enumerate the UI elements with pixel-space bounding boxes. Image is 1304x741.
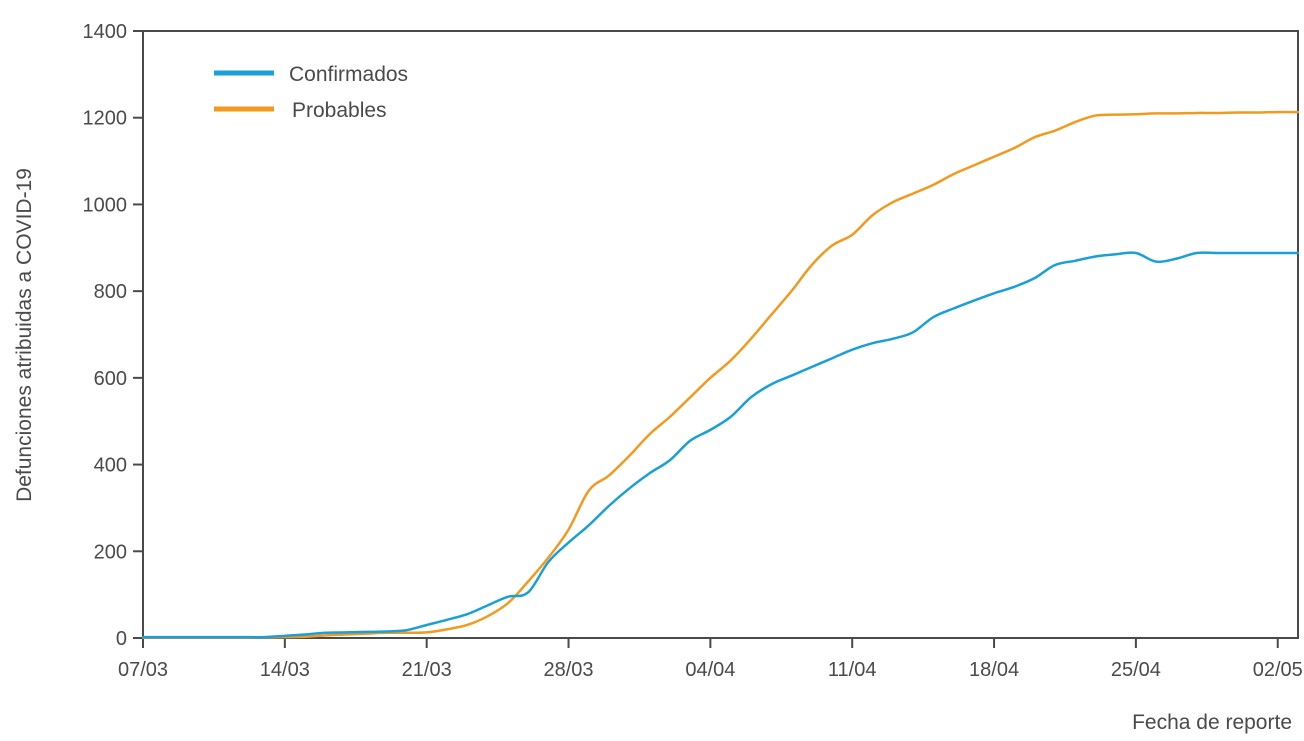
x-tick-label: 07/03	[118, 659, 168, 681]
x-tick-label: 28/03	[543, 659, 593, 681]
y-tick-label: 0	[116, 628, 127, 650]
x-axis-ticks: 07/03 14/03 21/03 28/03 04/04 11/04 18/04 25/04…	[118, 638, 1303, 681]
y-tick-label: 1200	[83, 108, 128, 130]
x-tick-label: 14/03	[260, 659, 310, 681]
x-axis-label: Fecha de reporte	[1132, 711, 1292, 734]
y-tick-label: 600	[94, 368, 127, 390]
y-tick-label: 800	[94, 281, 127, 303]
plot-border	[142, 30, 1299, 639]
series-lines	[141, 110, 1300, 639]
plot-frame	[142, 30, 1299, 639]
y-tick-label: 1000	[83, 194, 128, 216]
y-axis-ticks: 0 200 400 600 800 1000 1200 1400	[83, 21, 143, 650]
legend-label-confirmados: Confirmados	[289, 63, 408, 86]
x-tick-label: 21/03	[402, 659, 452, 681]
legend: Confirmados Probables	[214, 63, 408, 122]
x-tick-label: 18/04	[969, 659, 1019, 681]
series-line-confirmados	[141, 251, 1300, 639]
x-tick-label: 11/04	[828, 659, 877, 681]
legend-label-probables: Probables	[292, 99, 387, 122]
y-tick-label: 200	[94, 541, 127, 563]
y-tick-label: 400	[94, 455, 127, 477]
series-line-probables	[141, 110, 1300, 639]
x-tick-label: 25/04	[1111, 659, 1161, 681]
x-tick-label: 04/04	[685, 659, 735, 681]
y-axis-label: Defunciones atribuidas a COVID-19	[13, 168, 36, 502]
x-tick-label: 02/05	[1253, 659, 1303, 681]
y-tick-label: 1400	[83, 21, 128, 43]
